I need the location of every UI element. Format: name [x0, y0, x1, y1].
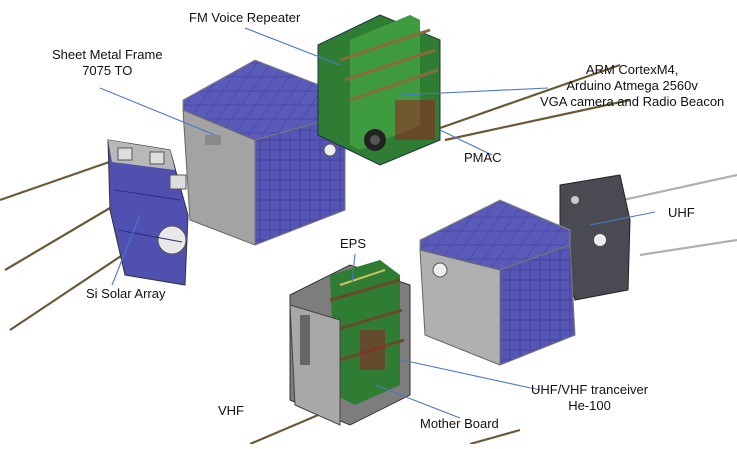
- antenna-rod: [0, 158, 116, 202]
- si-solar-array-panel: [107, 139, 189, 286]
- antenna-rod: [639, 238, 737, 257]
- leader-line-uhf: [589, 211, 656, 226]
- antenna-rod: [4, 204, 116, 271]
- label-sheet-metal-frame: Sheet Metal Frame 7075 TO: [52, 47, 163, 79]
- antenna-rod: [9, 249, 131, 331]
- label-arm-line1: ARM CortexM4,: [585, 62, 679, 77]
- label-arm-line3: VGA camera and Radio Beacon: [540, 94, 725, 109]
- leader-lines: [99, 27, 656, 419]
- antenna-rod: [444, 98, 631, 142]
- leader-line-si-solar-array: [111, 214, 141, 286]
- fm-voice-repeater-stack: [317, 14, 441, 166]
- label-vhf: VHF: [218, 403, 244, 418]
- antenna-rod: [439, 63, 621, 130]
- label-arm-line2: Arduino Atmega 2560v: [566, 78, 698, 93]
- label-uhf-vhf-transceiver: UHF/VHF tranceiver He-100: [531, 382, 648, 414]
- label-fm-voice-repeater: FM Voice Repeater: [189, 10, 301, 25]
- label-mother-board: Mother Board: [420, 416, 499, 431]
- bottom-right-cube: [419, 199, 576, 366]
- leader-line-sheet-metal-frame: [99, 87, 216, 136]
- leader-line-eps: [351, 253, 356, 283]
- label-uhf-vhf-line2: He-100: [568, 398, 611, 413]
- label-sheet-metal-frame-line1: Sheet Metal Frame: [52, 47, 163, 62]
- label-arm-cortex: ARM CortexM4, Arduino Atmega 2560v VGA c…: [540, 62, 724, 110]
- antenna-rod: [249, 408, 331, 446]
- leader-line-fm-voice-repeater: [244, 27, 341, 66]
- leader-line-uhf-vhf: [401, 359, 541, 391]
- label-pmac: PMAC: [464, 150, 502, 165]
- label-eps: EPS: [340, 236, 367, 251]
- label-uhf-vhf-line1: UHF/VHF tranceiver: [531, 382, 649, 397]
- eps-stack: [289, 260, 411, 426]
- sheet-metal-frame-cube: [182, 59, 346, 246]
- leader-line-mother-board: [374, 384, 461, 419]
- label-si-solar-array: Si Solar Array: [86, 286, 166, 301]
- label-uhf: UHF: [668, 205, 695, 220]
- antenna-rod: [469, 428, 521, 446]
- label-sheet-metal-frame-line2: 7075 TO: [82, 63, 133, 78]
- leader-line-pmac: [439, 129, 493, 156]
- leader-line-arm: [399, 87, 549, 96]
